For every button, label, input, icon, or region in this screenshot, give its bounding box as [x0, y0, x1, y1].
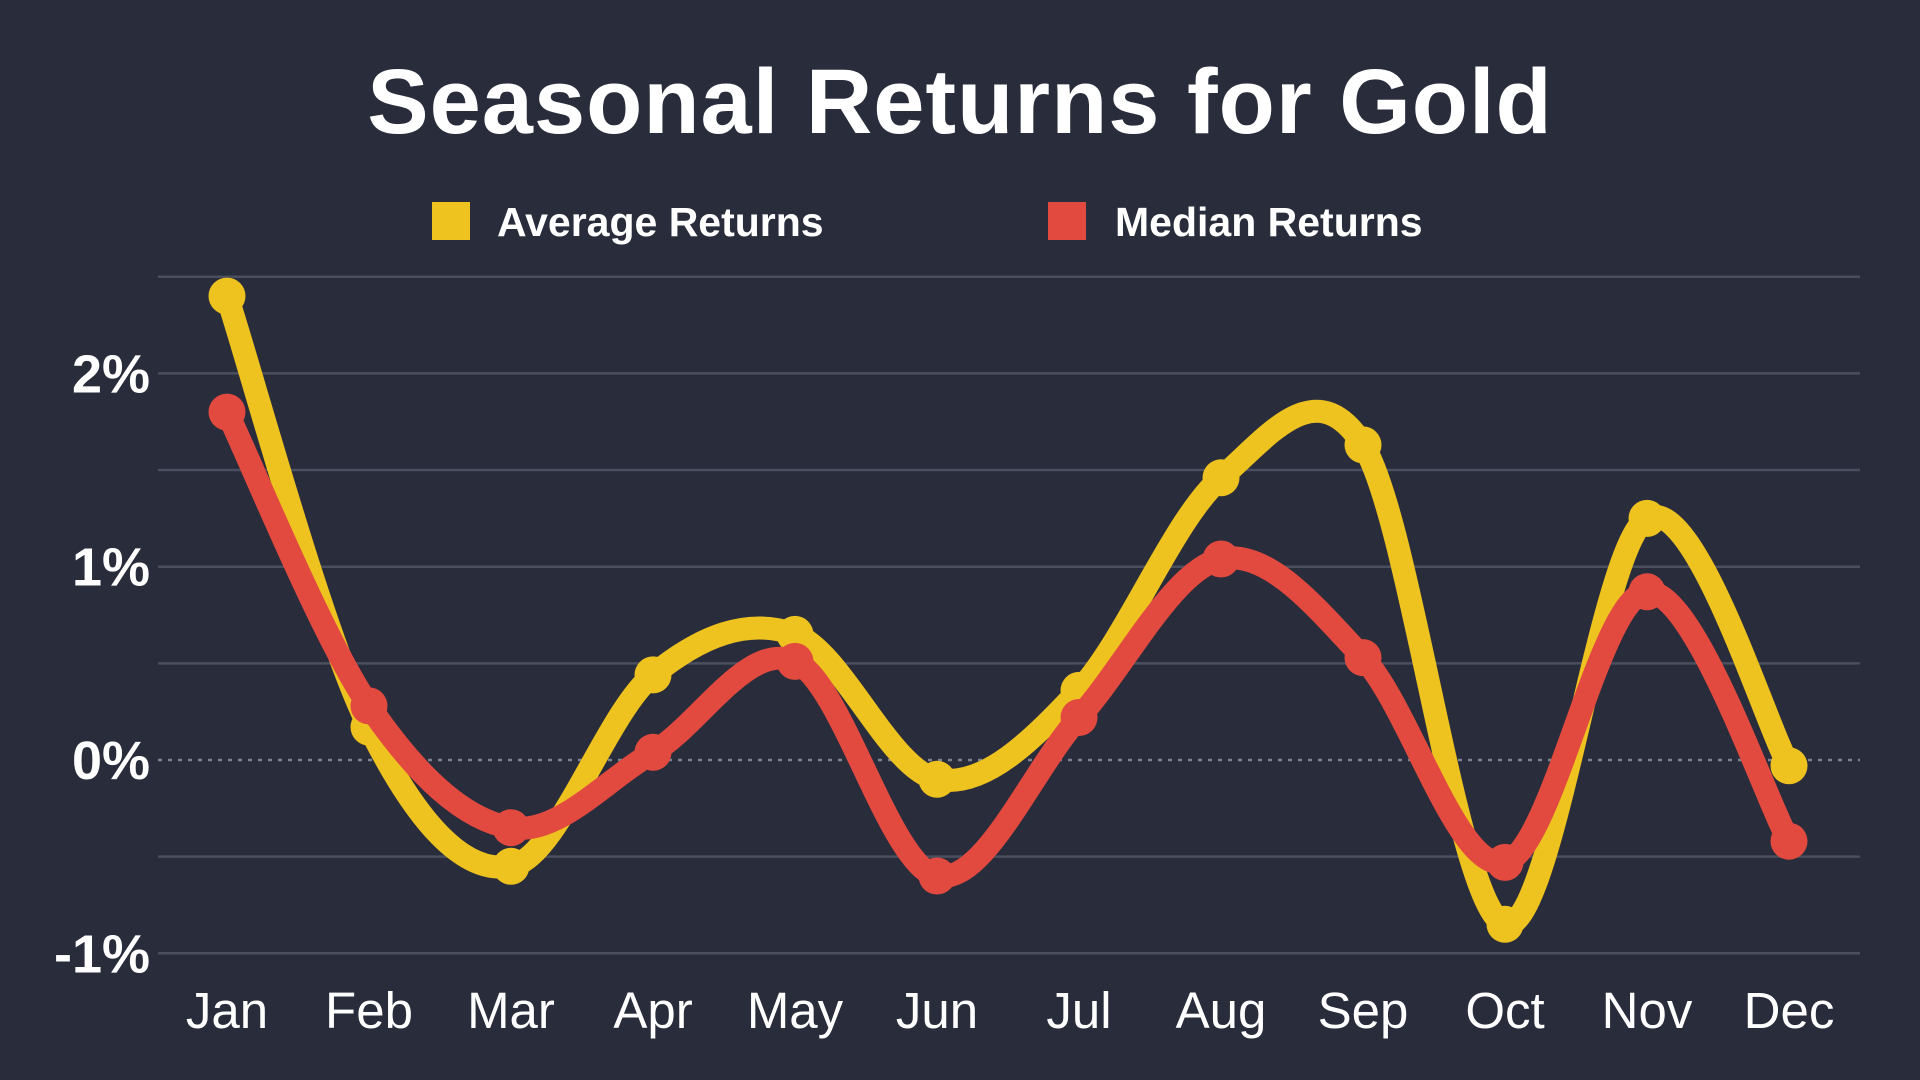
- average-returns-data-point: [1486, 905, 1524, 943]
- legend: Average Returns Median Returns: [432, 199, 1423, 245]
- legend-label-average-returns: Average Returns: [497, 199, 824, 245]
- series-lines: [208, 277, 1808, 943]
- x-tick-label: Oct: [1465, 982, 1544, 1039]
- median-returns-data-point: [492, 809, 530, 847]
- average-returns-data-point: [492, 847, 530, 885]
- median-returns-line: [215, 400, 1801, 888]
- y-axis-labels: 2% 1% 0% -1%: [54, 344, 150, 984]
- median-returns-series: [208, 393, 1808, 895]
- y-tick-label: 2%: [72, 344, 150, 404]
- y-tick-label: -1%: [54, 924, 150, 984]
- x-tick-label: Dec: [1744, 982, 1835, 1039]
- average-returns-data-point: [1344, 426, 1382, 464]
- chart-title: Seasonal Returns for Gold: [367, 51, 1552, 153]
- median-returns-data-point: [1770, 822, 1808, 860]
- median-returns-data-point: [634, 733, 672, 771]
- median-returns-data-point: [776, 642, 814, 680]
- x-axis-labels: Jan Feb Mar Apr May Jun Jul Aug Sep Oct Nov Dec: [186, 982, 1834, 1039]
- median-returns-data-point: [350, 687, 388, 725]
- x-tick-label: Mar: [467, 982, 555, 1039]
- x-tick-label: May: [747, 982, 844, 1039]
- x-tick-label: Aug: [1176, 982, 1267, 1039]
- median-returns-data-point: [1060, 699, 1098, 736]
- median-returns-data-point: [1486, 843, 1524, 881]
- average-returns-data-point: [634, 656, 672, 694]
- median-returns-data-point: [1628, 573, 1666, 611]
- x-tick-label: Jul: [1046, 982, 1111, 1039]
- median-returns-data-point: [1202, 540, 1240, 578]
- legend-swatch-median-returns: [1048, 202, 1086, 240]
- y-tick-label: 1%: [72, 538, 150, 598]
- average-returns-series: [208, 277, 1808, 943]
- y-tick-label: 0%: [72, 731, 150, 791]
- average-returns-data-point: [1628, 499, 1666, 537]
- average-returns-data-point: [776, 615, 814, 653]
- median-returns-data-point: [918, 857, 956, 895]
- median-returns-data-point: [1344, 639, 1382, 677]
- average-returns-data-point: [1770, 747, 1808, 785]
- legend-swatch-average-returns: [432, 202, 470, 240]
- median-returns-data-point: [208, 393, 246, 431]
- x-tick-label: Feb: [325, 982, 413, 1039]
- x-tick-label: Apr: [613, 982, 692, 1039]
- average-returns-data-point: [208, 277, 246, 315]
- x-tick-label: Nov: [1602, 982, 1693, 1039]
- x-tick-label: Jan: [186, 982, 268, 1039]
- x-tick-label: Jun: [896, 982, 978, 1039]
- average-returns-data-point: [1202, 459, 1240, 497]
- legend-label-median-returns: Median Returns: [1115, 199, 1423, 245]
- average-returns-data-point: [918, 760, 956, 798]
- x-tick-label: Sep: [1318, 982, 1409, 1039]
